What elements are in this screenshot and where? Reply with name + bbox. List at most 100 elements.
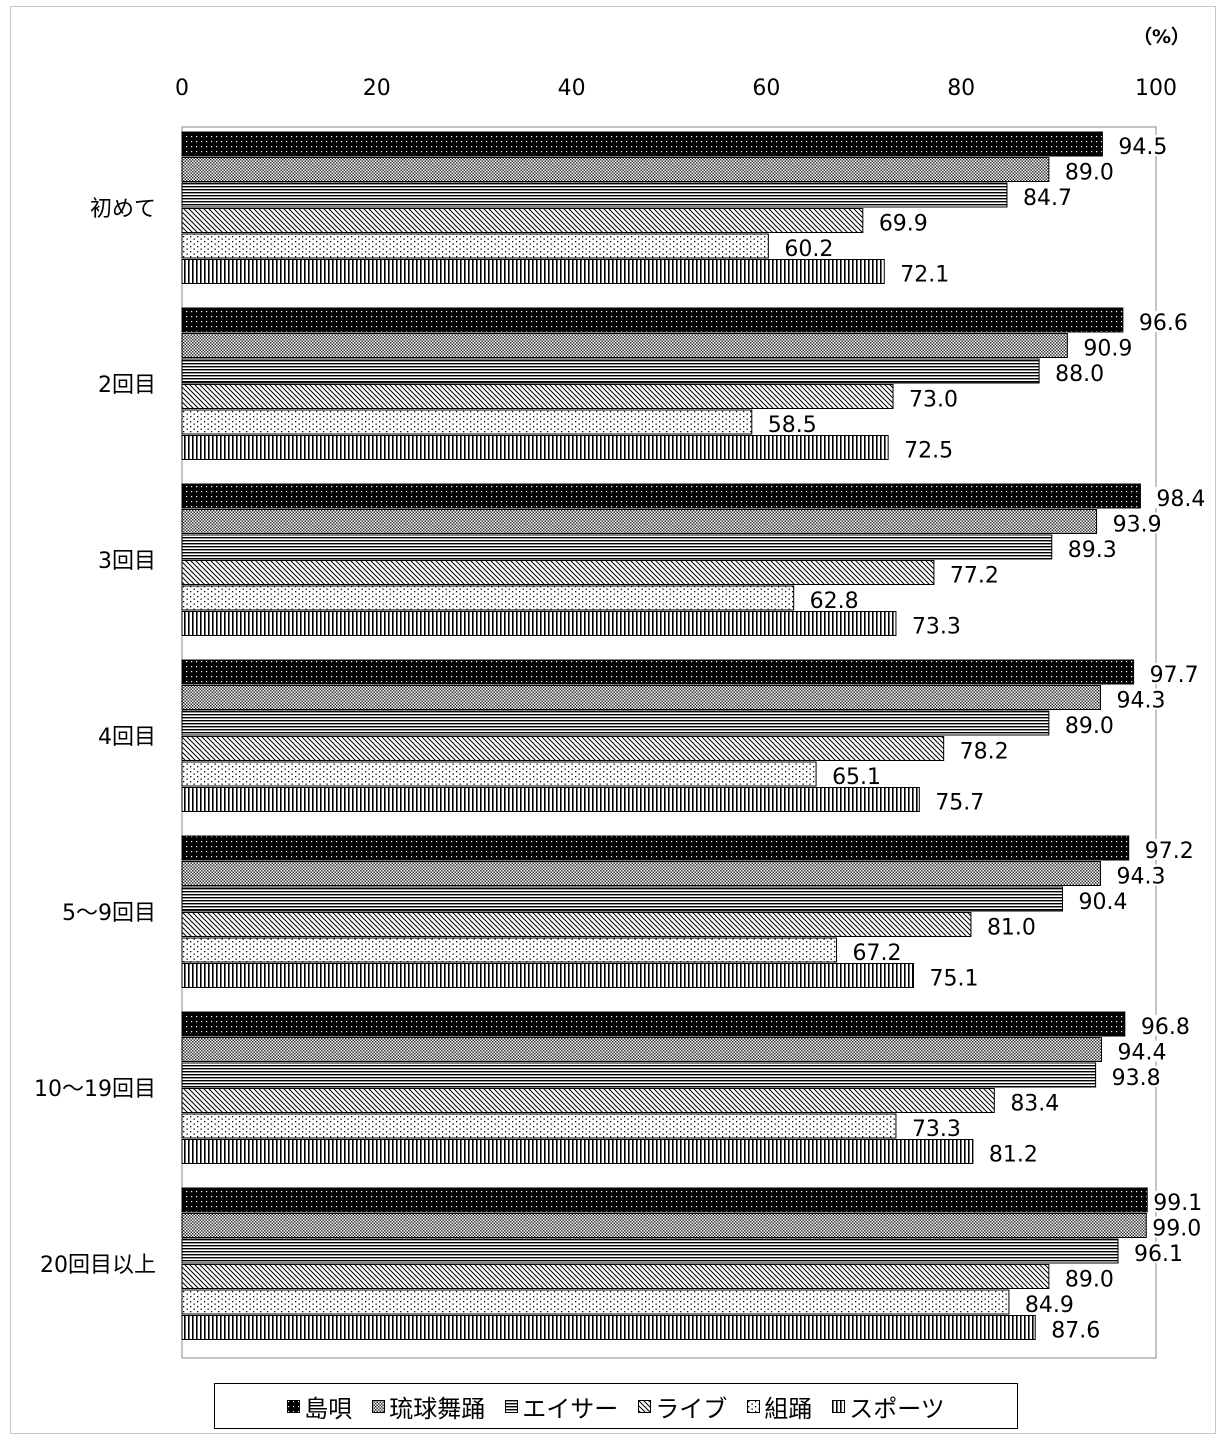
bar bbox=[181, 1113, 897, 1139]
data-label-bg bbox=[985, 915, 1038, 937]
bar bbox=[181, 333, 1068, 358]
bar bbox=[181, 861, 1101, 886]
x-tick-label: 60 bbox=[752, 76, 780, 101]
bar bbox=[181, 509, 1098, 534]
data-label: 60.2 bbox=[784, 237, 833, 262]
legend-label: 組踊 bbox=[764, 1394, 813, 1423]
data-label: 73.0 bbox=[909, 388, 958, 413]
x-tick-label: 40 bbox=[558, 76, 586, 101]
data-label-bg bbox=[928, 966, 981, 988]
bar bbox=[181, 835, 1130, 861]
legend-swatch bbox=[832, 1399, 846, 1413]
bar bbox=[181, 1315, 1036, 1340]
bar bbox=[181, 659, 1135, 685]
data-label-bg bbox=[1148, 663, 1201, 684]
data-label-bg bbox=[1063, 160, 1116, 182]
legend-swatch bbox=[638, 1399, 652, 1413]
data-label-bg bbox=[1155, 487, 1208, 508]
data-label: 62.8 bbox=[810, 589, 859, 614]
data-label: 93.8 bbox=[1112, 1066, 1161, 1091]
bar bbox=[181, 710, 1050, 736]
data-label: 89.0 bbox=[1065, 1268, 1114, 1293]
data-label: 77.2 bbox=[950, 564, 999, 589]
data-label: 94.3 bbox=[1116, 689, 1165, 714]
data-label: 93.9 bbox=[1113, 513, 1162, 538]
bar bbox=[181, 534, 1053, 560]
category-labels: 初めて 2回目 3回目 4回目 5～9回目 10～19回目 20回目以上 bbox=[34, 197, 156, 1278]
data-label-bg bbox=[1152, 1191, 1205, 1212]
data-label: 67.2 bbox=[853, 941, 902, 966]
legend-item: 組踊 bbox=[747, 1389, 812, 1424]
data-label: 73.3 bbox=[912, 1117, 961, 1142]
bar bbox=[181, 435, 889, 460]
data-label: 83.4 bbox=[1010, 1092, 1059, 1117]
data-label-bg bbox=[831, 765, 884, 786]
data-label-bg bbox=[958, 739, 1011, 761]
bar bbox=[181, 131, 1103, 157]
data-label-bg bbox=[1009, 1091, 1062, 1113]
data-label: 97.2 bbox=[1145, 839, 1194, 864]
bar bbox=[181, 937, 838, 963]
data-label: 89.3 bbox=[1068, 538, 1117, 563]
category-label: 5～9回目 bbox=[62, 901, 156, 926]
data-label-bg bbox=[1115, 864, 1168, 886]
data-label-bg bbox=[1023, 1293, 1076, 1314]
bar bbox=[181, 259, 885, 284]
legend-swatch bbox=[747, 1399, 761, 1413]
x-tick-label: 100 bbox=[1135, 76, 1177, 101]
legend-label: 島唄 bbox=[304, 1394, 353, 1423]
data-label: 69.9 bbox=[879, 212, 928, 237]
x-tick-label: 0 bbox=[175, 76, 189, 101]
data-label-bg bbox=[1139, 1015, 1192, 1036]
bar bbox=[181, 736, 945, 761]
data-label-bg bbox=[1110, 1066, 1163, 1087]
data-label-bg bbox=[908, 387, 961, 409]
bar bbox=[181, 1238, 1119, 1264]
bar bbox=[181, 611, 897, 636]
data-label: 96.8 bbox=[1141, 1015, 1190, 1040]
data-label-bg bbox=[1117, 135, 1170, 156]
bar bbox=[181, 912, 972, 937]
data-label-bg bbox=[903, 438, 956, 460]
data-label: 78.2 bbox=[960, 740, 1009, 765]
legend-item: スポーツ bbox=[832, 1389, 945, 1424]
data-label-bg bbox=[877, 211, 930, 233]
bar bbox=[181, 685, 1101, 710]
data-labels: 94.589.084.769.960.272.196.690.988.073.0… bbox=[766, 135, 1208, 1344]
bar bbox=[181, 157, 1050, 182]
bar bbox=[181, 560, 935, 585]
data-label-bg bbox=[1077, 890, 1130, 911]
data-label: 72.5 bbox=[904, 439, 953, 464]
data-label: 81.0 bbox=[987, 916, 1036, 941]
data-label: 89.0 bbox=[1065, 161, 1114, 186]
category-label: 3回目 bbox=[98, 549, 156, 574]
data-label-bg bbox=[1133, 1242, 1186, 1263]
category-label: 初めて bbox=[90, 197, 156, 222]
x-tick-label: 80 bbox=[947, 76, 975, 101]
bar bbox=[181, 1213, 1147, 1238]
x-tick-label: 20 bbox=[363, 76, 391, 101]
data-label: 75.1 bbox=[929, 967, 978, 992]
bar bbox=[181, 886, 1063, 912]
data-label: 81.2 bbox=[989, 1143, 1038, 1168]
bar bbox=[181, 409, 753, 435]
legend-swatch bbox=[372, 1399, 386, 1413]
data-label: 84.7 bbox=[1023, 186, 1072, 211]
bar bbox=[181, 963, 914, 988]
data-label: 99.0 bbox=[1152, 1217, 1201, 1242]
data-label: 94.3 bbox=[1116, 865, 1165, 890]
category-label: 2回目 bbox=[98, 373, 156, 398]
data-label: 90.4 bbox=[1078, 890, 1127, 915]
bar bbox=[181, 182, 1008, 208]
bar bbox=[181, 1062, 1097, 1088]
x-axis-ticks: 0 20 40 60 80 100 bbox=[175, 76, 1177, 101]
bar bbox=[181, 208, 864, 233]
data-label: 72.1 bbox=[900, 263, 949, 288]
data-label-bg bbox=[1143, 839, 1196, 860]
data-label: 97.7 bbox=[1150, 663, 1199, 688]
category-label: 10～19回目 bbox=[34, 1077, 156, 1102]
data-label-bg bbox=[766, 413, 819, 434]
bar bbox=[181, 1289, 1010, 1315]
data-label-bg bbox=[783, 237, 836, 258]
